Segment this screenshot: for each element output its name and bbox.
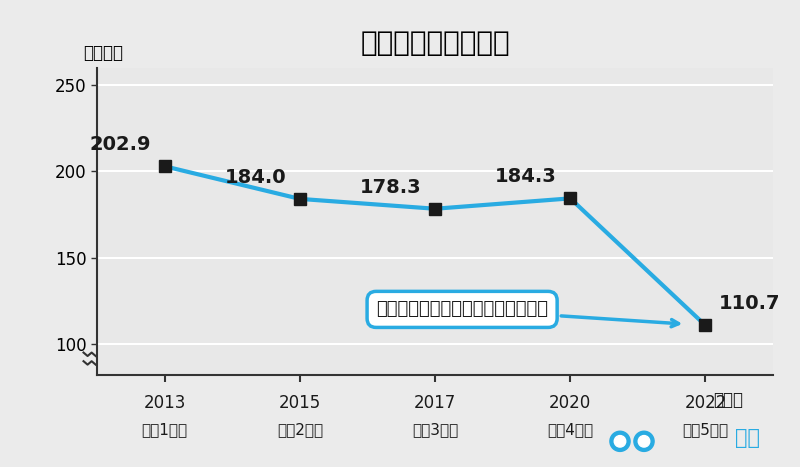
Text: 184.0: 184.0	[225, 168, 286, 187]
Text: （第4回）: （第4回）	[547, 422, 594, 437]
Text: 2022: 2022	[684, 394, 726, 412]
Text: 178.3: 178.3	[360, 177, 422, 197]
Circle shape	[634, 431, 654, 452]
Text: （第2回）: （第2回）	[277, 422, 323, 437]
Text: （第1回）: （第1回）	[142, 422, 188, 437]
Text: 202.9: 202.9	[90, 135, 151, 154]
Title: 葬儀の平均価格推移: 葬儀の平均価格推移	[360, 29, 510, 57]
Text: 2017: 2017	[414, 394, 456, 412]
Text: 2015: 2015	[278, 394, 321, 412]
Text: （万円）: （万円）	[83, 43, 123, 62]
Text: 110.7: 110.7	[719, 294, 781, 313]
Text: 2013: 2013	[143, 394, 186, 412]
Text: （年）: （年）	[714, 391, 743, 410]
Text: 2020: 2020	[549, 394, 591, 412]
Circle shape	[638, 436, 650, 447]
Circle shape	[610, 431, 630, 452]
Text: 184.3: 184.3	[495, 167, 557, 186]
Text: コロナの影響で過去最少にとどまる: コロナの影響で過去最少にとどまる	[376, 300, 678, 327]
Text: （第5回）: （第5回）	[682, 422, 729, 437]
Circle shape	[614, 436, 626, 447]
Text: 葬儀: 葬儀	[735, 428, 760, 448]
Text: （第3回）: （第3回）	[412, 422, 458, 437]
